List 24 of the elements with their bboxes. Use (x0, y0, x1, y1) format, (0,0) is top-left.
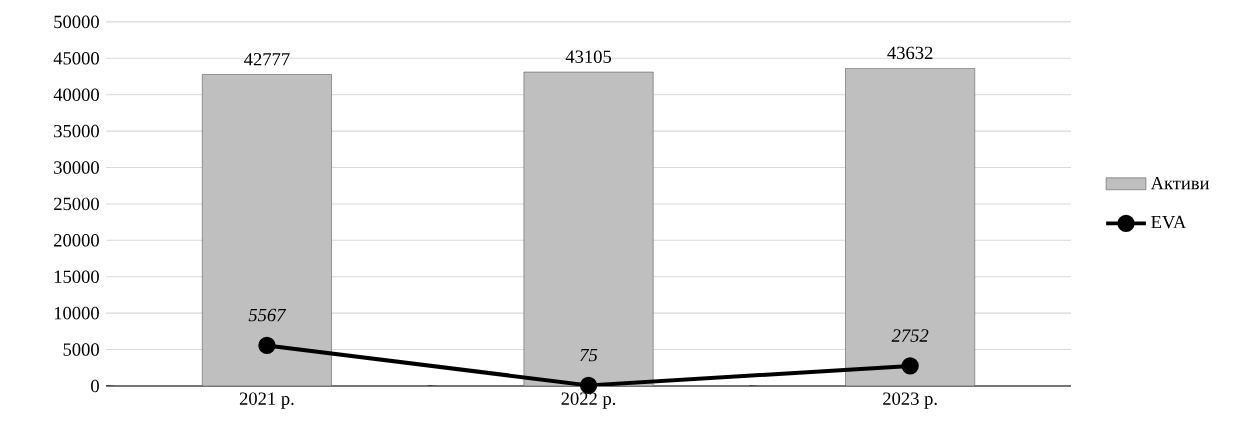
data-label: 2752 (891, 329, 929, 342)
y-tick-label: 25000 (54, 197, 99, 211)
y-tick-label: 40000 (53, 88, 99, 102)
y-tick-label: 20000 (54, 234, 99, 247)
y-tick-label: 45000 (53, 52, 99, 65)
y-tick-label: 15000 (54, 270, 99, 284)
y-tick-label: 30000 (54, 161, 99, 174)
y-tick-label: 50000 (54, 15, 99, 29)
x-tick-label: 2021 р. (239, 392, 294, 409)
legend-label: Активи (1150, 177, 1210, 190)
x-tick-label: 2023 р. (883, 392, 937, 409)
y-tick-label: 0 (91, 379, 99, 393)
y-tick-label: 5000 (63, 343, 99, 356)
data-label: 5567 (248, 308, 287, 322)
y-tick-label: 35000 (54, 124, 99, 138)
point (258, 336, 276, 355)
point (901, 357, 919, 375)
data-label: 43105 (565, 50, 612, 64)
data-label: 43632 (887, 46, 933, 60)
data-label: 42777 (244, 53, 290, 66)
data-label: 75 (580, 349, 598, 362)
x-tick-label: 2022 р. (561, 392, 616, 409)
legend-label: EVA (1151, 215, 1187, 229)
y-tick-label: 10000 (54, 307, 99, 320)
